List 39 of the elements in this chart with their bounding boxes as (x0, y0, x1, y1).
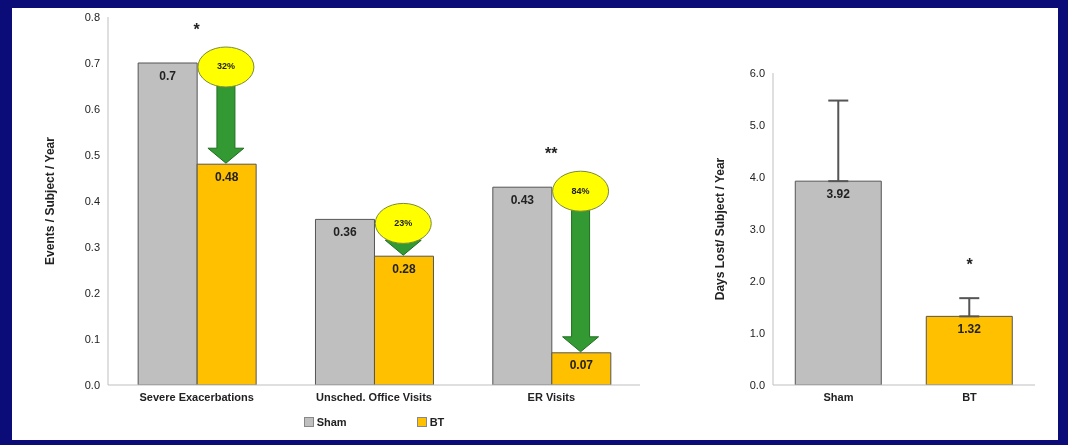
legend-label: Sham (315, 416, 347, 428)
y-tick-label: 0.0 (749, 378, 765, 391)
y-axis-title: Events / Subject / Year (43, 136, 58, 265)
y-tick-label: 1.0 (749, 326, 765, 339)
y-tick-label: 6.0 (749, 66, 765, 79)
x-tick-label: BT (962, 390, 978, 403)
y-tick-label: 3.0 (749, 222, 765, 235)
data-label: 0.07 (569, 358, 594, 373)
y-axis-title: Days Lost/ Subject / Year (713, 157, 728, 301)
data-label: 1.32 (957, 321, 982, 336)
x-tick-label: Sham (823, 390, 854, 403)
data-label: 0.43 (510, 192, 535, 207)
data-label: 0.28 (392, 261, 416, 276)
x-tick-label: Severe Exacerbations (139, 390, 254, 403)
data-label: 0.48 (214, 169, 239, 184)
y-tick-label: 0.4 (84, 194, 100, 207)
data-label: 3.92 (826, 186, 851, 201)
y-tick-label: 4.0 (749, 170, 765, 183)
y-tick-label: 0.3 (84, 240, 100, 253)
y-tick-label: 5.0 (749, 118, 765, 131)
x-tick-label: ER Visits (527, 390, 576, 403)
data-label: 0.7 (159, 68, 177, 83)
annotation: * (193, 21, 201, 39)
y-tick-label: 0.2 (84, 286, 100, 299)
data-label: 0.36 (333, 224, 357, 239)
annotation: 32% (216, 61, 235, 72)
y-tick-label: 0.7 (84, 56, 100, 69)
y-tick-label: 2.0 (749, 274, 765, 287)
annotation: 23% (394, 217, 413, 228)
legend-label: BT (428, 416, 445, 428)
y-tick-label: 0.8 (84, 10, 100, 23)
y-tick-label: 0.5 (84, 148, 100, 161)
y-tick-label: 0.6 (84, 102, 100, 115)
annotation: 84% (571, 185, 590, 196)
annotation: ** (545, 145, 559, 163)
annotation: * (966, 256, 974, 274)
y-tick-label: 0.0 (84, 378, 100, 391)
x-tick-label: Unsched. Office Visits (316, 390, 432, 403)
y-tick-label: 0.1 (84, 332, 100, 345)
